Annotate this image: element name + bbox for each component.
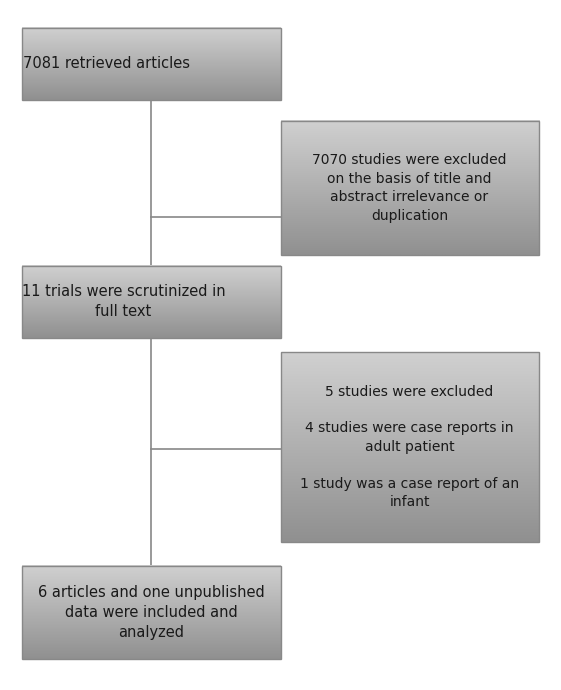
Text: 6 articles and one unpublished
data were included and
analyzed: 6 articles and one unpublished data were…: [38, 585, 265, 640]
Bar: [22, 28, 280, 100]
Text: 11 trials were scrutinized in
full text: 11 trials were scrutinized in full text: [22, 284, 225, 319]
Bar: [280, 352, 539, 542]
Text: 7081 retrieved articles: 7081 retrieved articles: [23, 57, 190, 71]
Text: 7070 studies were excluded
on the basis of title and
abstract irrelevance or
dup: 7070 studies were excluded on the basis …: [312, 153, 507, 223]
Text: 5 studies were excluded

4 studies were case reports in
adult patient

1 study w: 5 studies were excluded 4 studies were c…: [300, 384, 519, 509]
Bar: [22, 266, 280, 338]
Bar: [280, 121, 539, 255]
Bar: [22, 566, 280, 659]
